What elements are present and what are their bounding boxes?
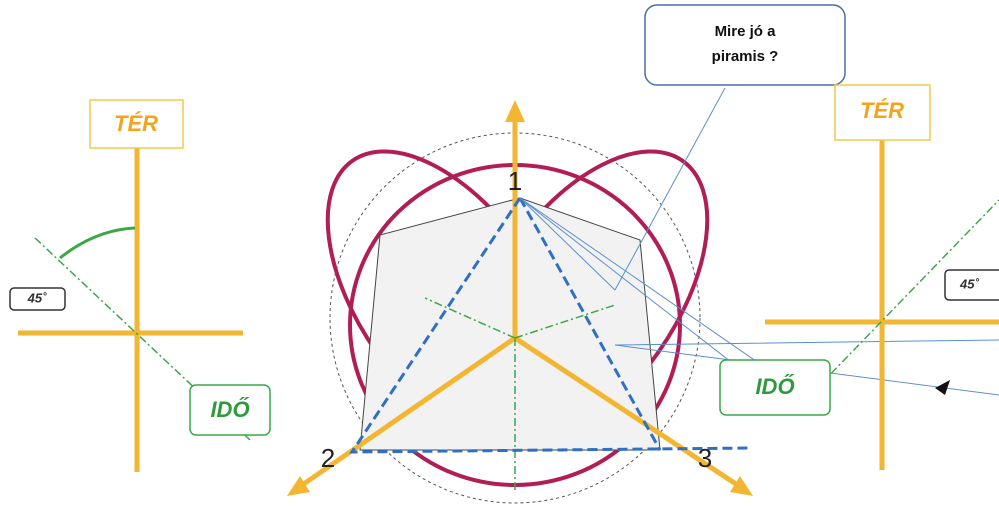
callout-text: piramis ? xyxy=(712,48,779,65)
angle-label: 45˚ xyxy=(959,276,979,291)
time-label: IDŐ xyxy=(755,374,794,399)
angle-label: 45˚ xyxy=(27,290,47,305)
pyramid-figure: 1 2 3 xyxy=(287,87,999,504)
right-axes: TÉR 45˚ IDŐ xyxy=(719,84,999,470)
callout: Mire jó a piramis ? xyxy=(644,4,846,86)
space-label: TÉR xyxy=(860,98,904,123)
space-label: TÉR xyxy=(114,111,158,136)
vertex-label: 2 xyxy=(321,443,335,473)
vertex-label: 1 xyxy=(508,166,522,196)
left-axes: TÉR 45˚ IDŐ xyxy=(9,99,271,472)
vertex-label: 3 xyxy=(698,443,712,473)
callout-text: Mire jó a xyxy=(715,23,777,40)
time-label: IDŐ xyxy=(210,397,249,422)
